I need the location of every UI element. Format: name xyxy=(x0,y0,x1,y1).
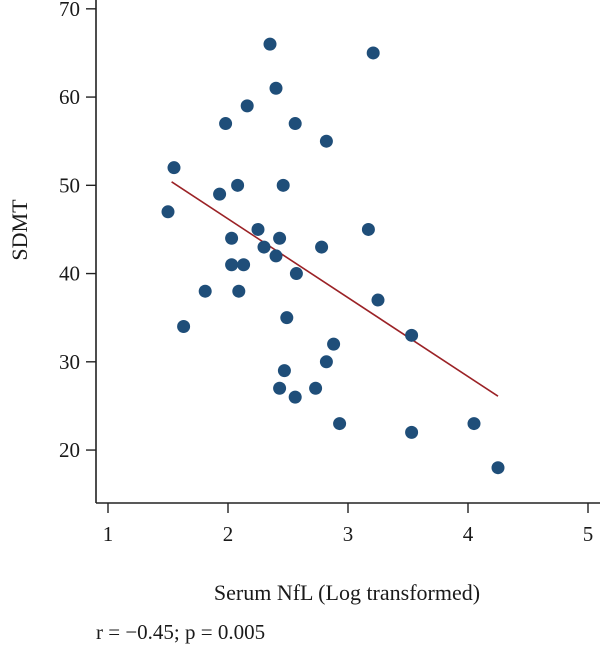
x-tick-label: 3 xyxy=(343,522,354,546)
data-point xyxy=(319,355,333,369)
correlation-annotation: r = −0.45; p = 0.005 xyxy=(96,620,266,644)
x-tick-label: 5 xyxy=(583,522,594,546)
data-point xyxy=(237,258,251,272)
y-tick-label: 50 xyxy=(59,173,80,197)
data-point xyxy=(333,417,347,431)
y-tick-label: 40 xyxy=(59,262,80,286)
y-tick-label: 70 xyxy=(59,0,80,21)
data-point xyxy=(257,240,271,254)
data-point xyxy=(491,461,505,475)
data-point xyxy=(167,161,181,175)
data-point xyxy=(225,231,239,245)
data-point xyxy=(219,117,233,131)
y-tick-label: 30 xyxy=(59,350,80,374)
scatter-chart: 1 2 3 4 5 20 30 40 50 60 70 Serum NfL (Log transfo… xyxy=(7,0,600,605)
x-tick-label: 4 xyxy=(463,522,474,546)
data-point xyxy=(405,328,419,342)
data-point xyxy=(289,267,303,281)
data-point xyxy=(319,134,333,148)
data-point xyxy=(288,390,302,404)
data-point xyxy=(280,311,294,325)
data-point xyxy=(327,337,341,351)
y-axis-label: SDMT xyxy=(7,199,32,261)
data-point xyxy=(371,293,385,307)
data-point xyxy=(198,284,212,298)
data-point xyxy=(251,222,265,236)
data-point xyxy=(277,364,291,378)
y-tick-label: 60 xyxy=(59,85,80,109)
data-point xyxy=(225,258,239,272)
axes: 1 2 3 4 5 20 30 40 50 60 70 xyxy=(59,0,600,546)
data-point xyxy=(269,81,283,95)
x-tick-label: 2 xyxy=(223,522,234,546)
y-tick-label: 20 xyxy=(59,438,80,462)
data-point xyxy=(177,320,191,334)
data-point xyxy=(361,222,375,236)
data-point xyxy=(315,240,329,254)
data-points xyxy=(161,37,505,475)
x-axis-label: Serum NfL (Log transformed) xyxy=(214,580,480,605)
data-point xyxy=(405,425,419,439)
data-point xyxy=(366,46,380,60)
data-point xyxy=(273,381,287,395)
data-point xyxy=(273,231,287,245)
data-point xyxy=(269,249,283,263)
data-point xyxy=(213,187,227,201)
data-point xyxy=(263,37,277,51)
regression-line xyxy=(171,181,499,397)
data-point xyxy=(288,117,302,131)
data-point xyxy=(232,284,246,298)
x-tick-label: 1 xyxy=(103,522,114,546)
data-point xyxy=(161,205,175,219)
trendline-group xyxy=(171,181,499,397)
data-point xyxy=(309,381,323,395)
data-point xyxy=(467,417,481,431)
data-point xyxy=(231,178,245,192)
data-point xyxy=(276,178,290,192)
data-point xyxy=(240,99,254,113)
